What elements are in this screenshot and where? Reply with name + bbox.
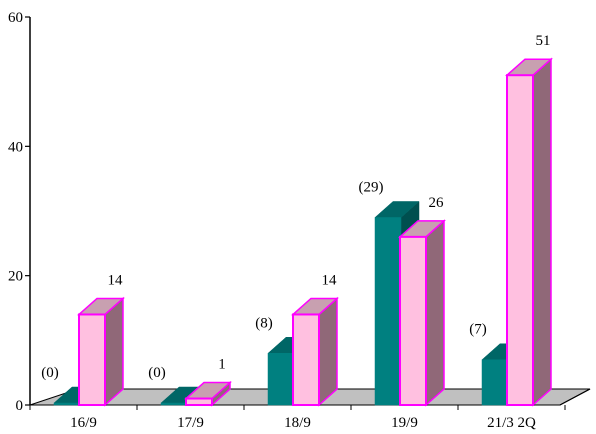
bar-series-b-0 (77, 296, 125, 407)
data-label-series-b: 14 (322, 272, 338, 288)
bar-series-b-2 (291, 296, 339, 407)
bar-series-b-1 (184, 380, 232, 407)
bar-series-b-3-front (399, 235, 427, 406)
bar-series-b-2-front (292, 313, 320, 407)
bar-series-a-4-front (481, 359, 509, 406)
y-tick-label: 40 (8, 139, 23, 155)
data-label-series-a: (29) (359, 179, 384, 195)
y-tick-label: 0 (16, 398, 24, 414)
data-label-series-b: 51 (536, 33, 551, 49)
bar-series-b-0-side (104, 296, 124, 407)
x-category-label: 18/9 (284, 415, 311, 431)
chart-axes: 0 20 40 60 (8, 10, 566, 414)
data-label-series-a: (0) (41, 365, 59, 381)
bar-series-a-3-front (374, 217, 402, 406)
y-tick-label: 20 (8, 269, 23, 285)
chart-labels: (0) 14 16/9 (0) 1 17/9 (8) 14 18/9 (29) 26 19/9 (7) 5… (41, 33, 550, 431)
bar-series-b-1-front (185, 397, 213, 406)
bar-series-b-4-side (532, 57, 552, 407)
x-category-label: 17/9 (177, 415, 204, 431)
bar-series-b-4 (505, 57, 553, 407)
bar-series-a-1-front (160, 402, 188, 406)
bar-series-b-3 (398, 219, 446, 407)
bar-series-b-4-front (506, 74, 534, 406)
bar-series-b-0-front (78, 313, 106, 407)
chart-bars (53, 57, 553, 407)
data-label-series-b: 14 (108, 272, 124, 288)
data-label-series-a: (0) (148, 365, 166, 381)
data-label-series-a: (7) (469, 322, 487, 338)
bar-series-a-0-front (53, 402, 81, 406)
x-category-label: 19/9 (391, 415, 418, 431)
x-category-label: 16/9 (70, 415, 97, 431)
data-label-series-b: 1 (218, 357, 226, 373)
data-label-series-a: (8) (255, 315, 273, 331)
bar-series-b-3-side (425, 219, 445, 407)
bar-series-b-2-side (318, 296, 338, 407)
data-label-series-b: 26 (429, 195, 445, 211)
y-tick-label: 60 (8, 10, 23, 26)
x-category-label: 21/3 2Q (487, 415, 536, 431)
bar-series-a-2-front (267, 353, 295, 406)
